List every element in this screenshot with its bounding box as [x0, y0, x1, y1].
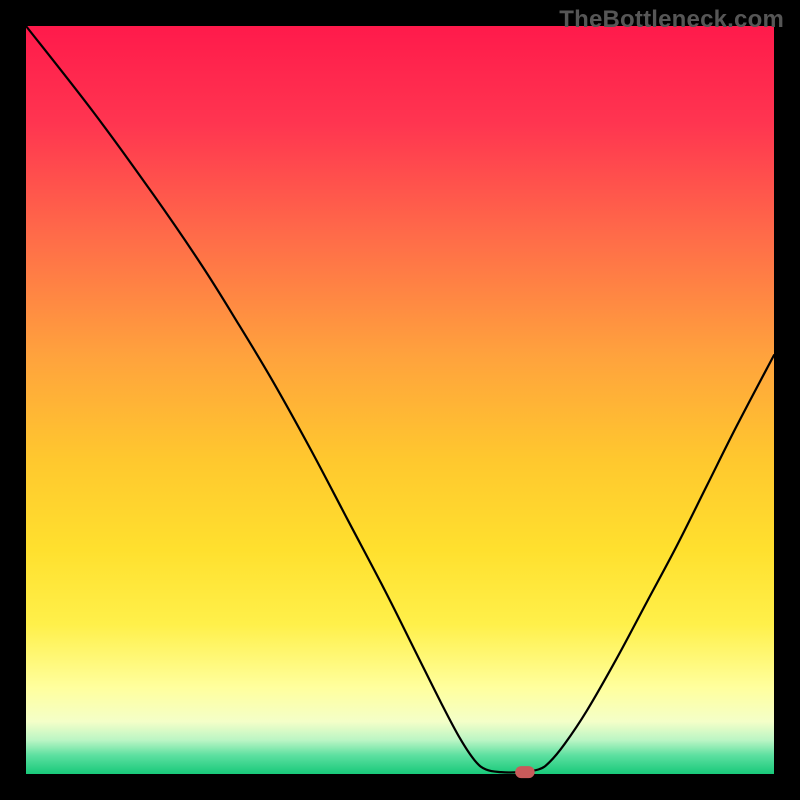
chart-svg	[0, 0, 800, 800]
watermark-text: TheBottleneck.com	[559, 6, 784, 34]
plot-gradient-background	[26, 26, 774, 774]
bottleneck-chart: TheBottleneck.com	[0, 0, 800, 800]
optimal-marker	[515, 766, 534, 778]
